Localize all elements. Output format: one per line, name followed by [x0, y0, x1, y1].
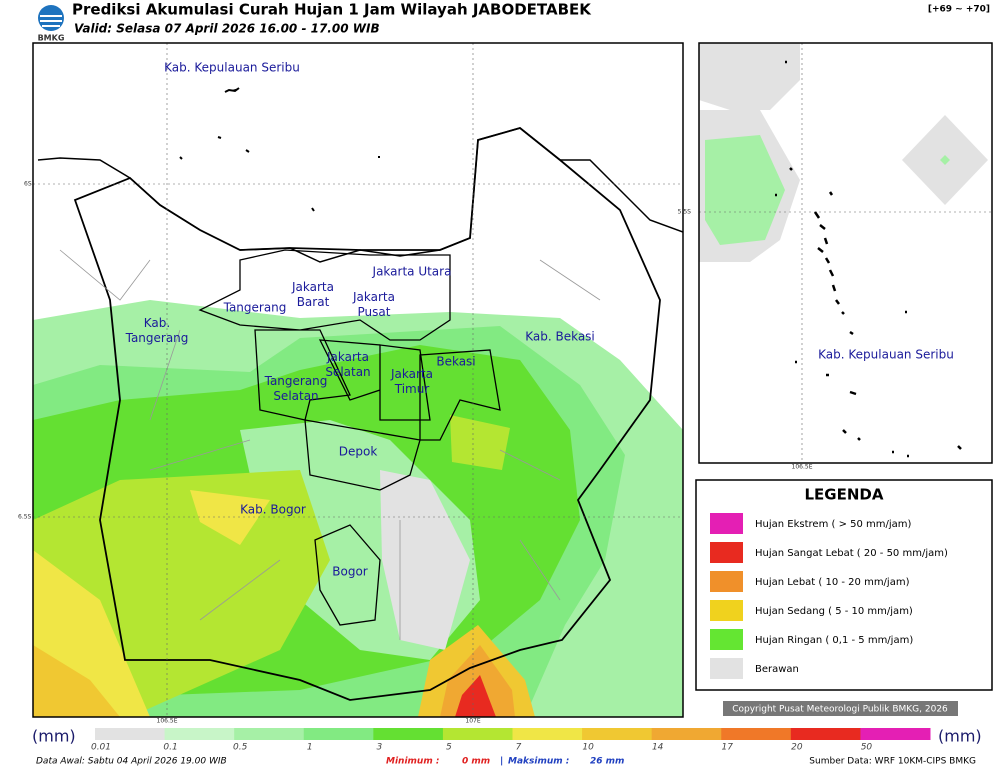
- legend-swatch: [710, 542, 743, 563]
- colorbar-segment: [303, 728, 374, 740]
- region-label: Pusat: [358, 305, 391, 319]
- region-label: Barat: [297, 295, 330, 309]
- legend-label: Berawan: [755, 664, 799, 675]
- colorbar-label: 7: [516, 743, 522, 753]
- colorbar-segment: [651, 728, 722, 740]
- legend-swatch: [710, 600, 743, 621]
- logo-text: BMKG: [38, 34, 65, 43]
- region-label: Jakarta: [326, 350, 369, 364]
- legend-box: [695, 479, 993, 691]
- lat-label: 6S: [24, 181, 32, 188]
- colorbar-segment: [373, 728, 444, 740]
- colorbar-label: 10: [582, 743, 594, 753]
- inset-region-label: Kab. Kepulauan Seribu: [818, 348, 954, 362]
- lat-label: 5.5S: [678, 209, 692, 216]
- colorbar-segment: [95, 728, 166, 740]
- legend-swatch: [710, 513, 743, 534]
- inset-map: [699, 43, 992, 463]
- colorbar-segment: [582, 728, 653, 740]
- region-label: Kab. Kepulauan Seribu: [164, 61, 300, 75]
- min-value: 0 mm: [462, 757, 490, 767]
- colorbar-segment: [234, 728, 305, 740]
- colorbar-label: 1: [307, 743, 313, 753]
- region-label: Bogor: [332, 565, 368, 579]
- copyright: Copyright Pusat Meteorologi Publik BMKG,…: [732, 705, 948, 715]
- colorbar-label: 20: [791, 743, 803, 753]
- colorbar-segment: [860, 728, 931, 740]
- region-label: Kab. Bekasi: [525, 330, 595, 344]
- legend-swatch: [710, 629, 743, 650]
- main-map: [33, 43, 683, 717]
- region-label: Tangerang: [125, 331, 189, 345]
- region-label: Selatan: [325, 365, 370, 379]
- colorbar: 0.01 0.1 0.5 1 3 5 7 10 14 17 20 50: [91, 728, 931, 753]
- separator: |: [500, 757, 503, 767]
- title: Prediksi Akumulasi Curah Hujan 1 Jam Wil…: [72, 1, 592, 19]
- colorbar-segment: [721, 728, 792, 740]
- data-awal: Data Awal: Sabtu 04 April 2026 19.00 WIB: [36, 757, 227, 767]
- region-label: Tangerang: [223, 301, 287, 315]
- colorbar-segment: [790, 728, 861, 740]
- region-label: Selatan: [273, 389, 318, 403]
- colorbar-segment: [442, 728, 513, 740]
- lon-label: 106.5E: [792, 464, 813, 471]
- max-label: Maksimum :: [508, 757, 569, 767]
- lon-label: 107E: [465, 718, 480, 725]
- lat-label: 6.5S: [18, 514, 32, 521]
- region-label: Tangerang: [264, 374, 328, 388]
- colorbar-label: 50: [861, 743, 873, 753]
- legend-label: Hujan Ekstrem ( > 50 mm/jam): [755, 519, 912, 530]
- legend-swatch: [710, 658, 743, 679]
- colorbar-segment: [164, 728, 235, 740]
- source: Sumber Data: WRF 10KM-CIPS BMKG: [809, 757, 976, 767]
- region-label: Jakarta: [390, 367, 433, 381]
- region-label: Jakarta: [352, 290, 395, 304]
- colorbar-label: 0.01: [91, 743, 111, 753]
- colorbar-label: 5: [446, 743, 452, 753]
- colorbar-label: 3: [376, 743, 382, 753]
- colorbar-label: 17: [722, 743, 734, 753]
- region-label: Bekasi: [436, 355, 475, 369]
- logo: BMKG: [38, 5, 65, 43]
- region-label: Kab. Bogor: [240, 503, 306, 517]
- lon-label: 106.5E: [157, 718, 178, 725]
- region-label: Jakarta Utara: [372, 265, 452, 279]
- legend-label: Hujan Sangat Lebat ( 20 - 50 mm/jam): [755, 548, 948, 559]
- legend-label: Hujan Lebat ( 10 - 20 mm/jam): [755, 577, 910, 588]
- copyright-box: [723, 701, 958, 716]
- colorbar-label: 14: [652, 743, 664, 753]
- legend-label: Hujan Sedang ( 5 - 10 mm/jam): [755, 606, 913, 617]
- range: [+69 ~ +70]: [928, 5, 990, 15]
- inset-frame: [698, 42, 993, 464]
- main-map-frame: [32, 42, 684, 718]
- region-label: Jakarta: [291, 280, 334, 294]
- legend-title: LEGENDA: [805, 486, 884, 504]
- unit-left: (mm): [32, 727, 76, 746]
- legend-label: Hujan Ringan ( 0,1 - 5 mm/jam): [755, 635, 913, 646]
- region-label: Depok: [339, 445, 378, 459]
- min-label: Minimum :: [386, 757, 439, 767]
- colorbar-label: 0.1: [163, 743, 177, 753]
- valid: Valid: Selasa 07 April 2026 16.00 - 17.0…: [74, 22, 380, 36]
- region-labels: Kab. Kepulauan Seribu Jakarta Utara Jakart…: [125, 61, 595, 579]
- unit-right: (mm): [938, 727, 982, 746]
- legend-items: Hujan Ekstrem ( > 50 mm/jam) Hujan Sangat…: [710, 513, 948, 679]
- colorbar-label: 0.5: [233, 743, 248, 753]
- region-label: Kab.: [144, 316, 170, 330]
- legend-swatch: [710, 571, 743, 592]
- colorbar-segment: [512, 728, 583, 740]
- region-label: Timur: [394, 382, 430, 396]
- max-value: 26 mm: [590, 757, 624, 767]
